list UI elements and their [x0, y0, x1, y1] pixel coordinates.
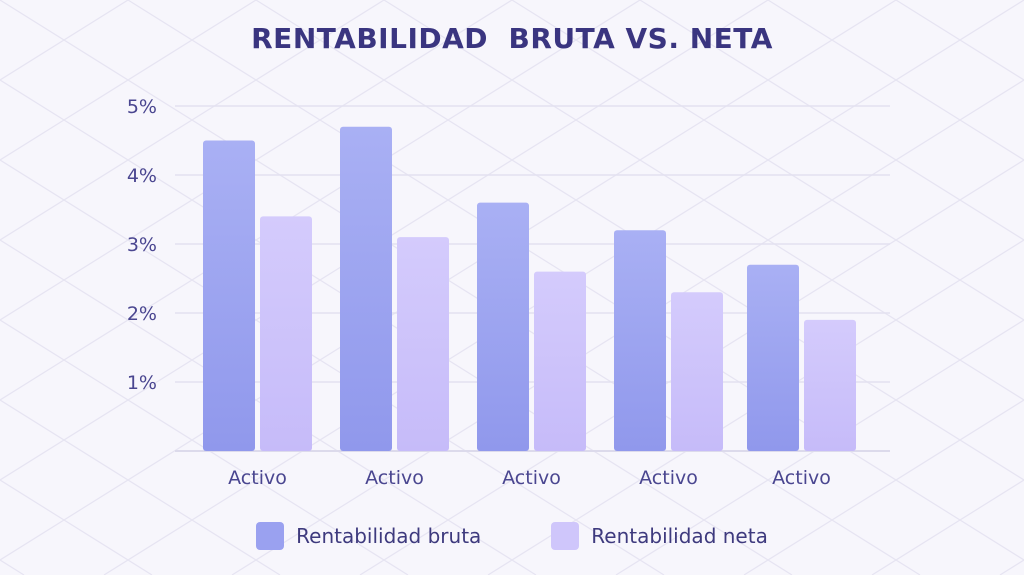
y-tick-label: 4%	[127, 165, 157, 187]
y-axis-ticks: 1% 2% 3% 4% 5%	[127, 96, 157, 394]
legend-item-gross[interactable]: Rentabilidad bruta	[256, 522, 481, 550]
legend-label-gross: Rentabilidad bruta	[296, 524, 482, 548]
bar-net-2[interactable]	[397, 237, 449, 451]
y-tick-label: 2%	[127, 303, 157, 325]
bar-gross-5[interactable]	[747, 264, 799, 451]
x-tick-label: Activo	[502, 467, 561, 489]
legend-item-net[interactable]: Rentabilidad neta	[551, 522, 768, 550]
bar-gross-1[interactable]	[203, 140, 255, 452]
legend-swatch-gross	[256, 522, 285, 550]
bar-net-1[interactable]	[260, 216, 312, 451]
bars	[203, 126, 856, 452]
bar-net-5[interactable]	[804, 319, 856, 451]
y-tick-label: 5%	[127, 96, 157, 118]
legend-label-net: Rentabilidad neta	[591, 524, 768, 548]
bar-gross-3[interactable]	[477, 202, 529, 451]
bar-net-3[interactable]	[534, 271, 586, 451]
legend-swatch-net	[551, 522, 580, 550]
legend: Rentabilidad bruta Rentabilidad neta	[0, 522, 1024, 550]
x-tick-label: Activo	[228, 467, 287, 489]
bar-net-4[interactable]	[671, 292, 723, 451]
x-tick-label: Activo	[772, 467, 831, 489]
x-tick-label: Activo	[639, 467, 698, 489]
y-tick-label: 3%	[127, 234, 157, 256]
y-tick-label: 1%	[127, 372, 157, 394]
bar-gross-4[interactable]	[614, 230, 666, 451]
chart-title: RENTABILIDAD BRUTA VS. NETA	[251, 22, 773, 55]
x-axis-labels: Activo Activo Activo Activo Activo	[228, 467, 831, 489]
x-tick-label: Activo	[365, 467, 424, 489]
bar-gross-2[interactable]	[340, 126, 392, 451]
